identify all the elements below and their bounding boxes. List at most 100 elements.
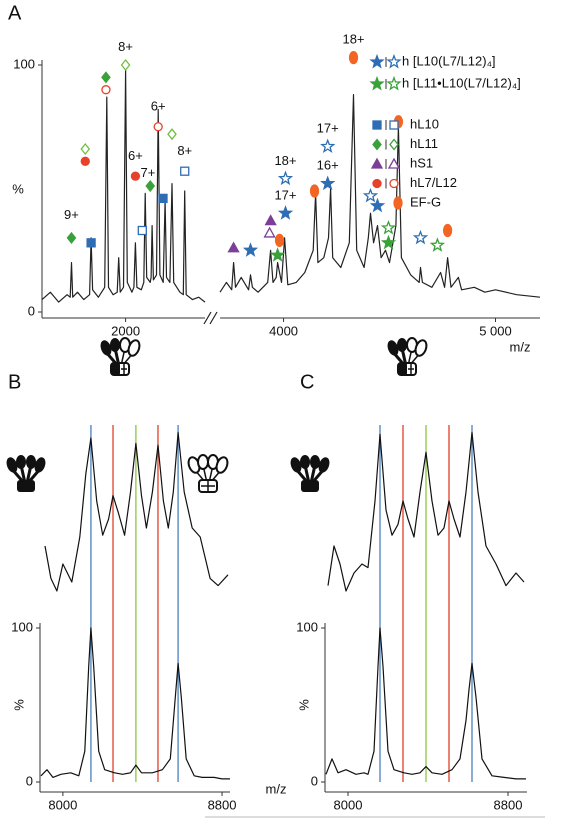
marker-circle <box>153 122 163 132</box>
marker-star <box>412 229 429 245</box>
marker-star <box>369 53 385 69</box>
charge-label: 6+ <box>151 98 166 113</box>
x-tick-label: 2000 <box>111 323 140 338</box>
marker-square <box>180 166 190 176</box>
marker-star <box>362 187 379 203</box>
x-tick-label: 8000 <box>48 797 77 812</box>
spectrum-line <box>219 94 541 298</box>
spectrum-line <box>40 627 230 780</box>
charge-label: 17+ <box>317 121 339 136</box>
charge-label: 16+ <box>317 158 339 173</box>
charge-label: 17+ <box>274 187 296 202</box>
marker-triangle <box>263 226 276 238</box>
charge-label: 8+ <box>118 39 133 54</box>
charge-label: 8+ <box>177 143 192 158</box>
spectrum-line <box>325 627 526 780</box>
marker-star <box>269 247 286 262</box>
marker-square <box>86 238 96 248</box>
y-tick-label: 100 <box>11 619 33 634</box>
charge-label: 6+ <box>128 148 143 163</box>
complex-icon <box>3 453 49 494</box>
complex-icon <box>287 453 333 494</box>
spectrum-line <box>41 69 206 303</box>
marker-ellipse <box>442 223 453 238</box>
y-tick-label: 0 <box>311 773 318 788</box>
marker-star <box>380 219 397 235</box>
marker-ellipse <box>309 184 320 198</box>
marker-diamond <box>66 231 77 244</box>
marker-star <box>277 170 294 186</box>
y-tick-label: 0 <box>26 773 33 788</box>
x-axis-label: m/z <box>266 781 287 796</box>
charge-label: 7+ <box>141 165 156 180</box>
marker-star <box>369 75 385 91</box>
spectrum-line <box>44 432 229 592</box>
panel-label: C <box>300 371 314 393</box>
x-tick-label: 8000 <box>334 797 363 812</box>
marker-star <box>320 138 336 154</box>
y-axis-label: % <box>296 699 311 711</box>
legend-label: hL7/L12 <box>410 175 457 190</box>
marker-diamond <box>372 138 382 151</box>
y-tick-label: 0 <box>28 303 35 318</box>
marker-ellipse <box>274 233 285 248</box>
y-axis-label: % <box>12 181 24 196</box>
marker-diamond <box>120 58 131 72</box>
spectrum-line <box>327 432 525 592</box>
marker-triangle <box>370 157 384 169</box>
complex-icon <box>384 336 430 377</box>
y-axis-label: % <box>11 699 26 711</box>
x-tick-label: 8800 <box>208 797 237 812</box>
panel-label: B <box>8 371 21 393</box>
marker-star <box>386 75 402 91</box>
marker-triangle <box>387 157 401 169</box>
x-tick-label: 8800 <box>494 797 523 812</box>
marker-circle <box>389 178 399 189</box>
marker-star <box>380 234 397 250</box>
legend-label: hL11 <box>410 136 438 151</box>
x-axis-label: m/z <box>510 339 531 354</box>
legend-label: h [L10(L7/L12)₄] <box>402 53 495 68</box>
x-tick-label: 5 000 <box>479 323 512 338</box>
charge-label: 18+ <box>274 153 296 168</box>
marker-star <box>277 205 294 220</box>
marker-square <box>389 120 399 130</box>
marker-star <box>429 237 446 252</box>
marker-square <box>137 225 147 236</box>
marker-square <box>372 120 382 130</box>
legend-label: hL10 <box>410 116 439 131</box>
marker-diamond <box>80 142 91 156</box>
marker-ellipse <box>348 50 359 65</box>
marker-star <box>369 197 386 213</box>
x-tick-label: 4000 <box>269 323 298 338</box>
marker-triangle <box>227 241 240 253</box>
marker-diamond <box>145 179 156 193</box>
marker-ellipse <box>393 196 403 210</box>
marker-star <box>386 53 402 69</box>
marker-circle <box>101 85 111 95</box>
panel-label: A <box>8 2 22 24</box>
marker-star <box>242 242 259 257</box>
marker-circle <box>80 156 90 166</box>
charge-label: 18+ <box>342 32 364 47</box>
marker-star <box>320 175 336 191</box>
marker-square <box>158 193 168 204</box>
charge-label: 9+ <box>64 207 79 222</box>
marker-diamond <box>101 71 111 84</box>
complex-icon <box>185 454 231 493</box>
legend-label: EF-G <box>410 194 441 209</box>
y-tick-label: 100 <box>13 56 35 71</box>
axis-break <box>203 311 218 325</box>
y-tick-label: 100 <box>296 619 318 634</box>
marker-triangle <box>264 214 277 226</box>
marker-diamond <box>389 138 399 151</box>
legend-label: hS1 <box>410 155 433 170</box>
marker-diamond <box>167 128 177 141</box>
marker-circle <box>372 178 382 189</box>
legend-label: h [L11•L10(L7/L12)₄] <box>402 75 521 90</box>
marker-circle <box>130 171 141 181</box>
complex-icon <box>97 336 143 377</box>
